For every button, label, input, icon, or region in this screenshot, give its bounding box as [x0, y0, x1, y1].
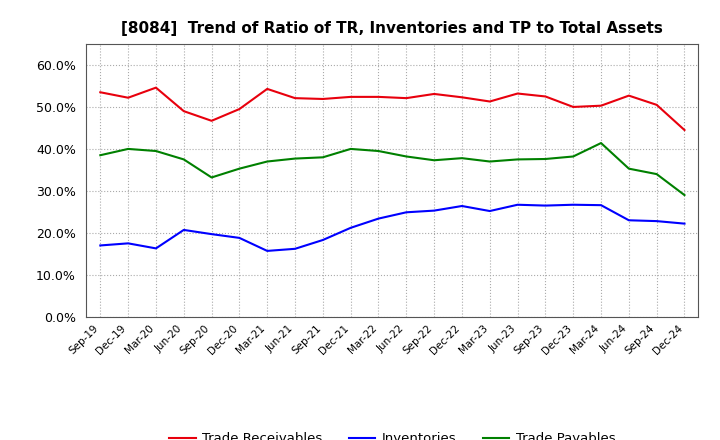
Trade Payables — [179, 157, 188, 162]
Trade Payables — [318, 155, 327, 160]
Inventories — [485, 209, 494, 214]
Trade Receivables — [179, 109, 188, 114]
Trade Receivables — [541, 94, 550, 99]
Trade Receivables — [124, 95, 132, 100]
Trade Payables — [430, 158, 438, 163]
Legend: Trade Receivables, Inventories, Trade Payables: Trade Receivables, Inventories, Trade Pa… — [164, 427, 621, 440]
Trade Payables — [513, 157, 522, 162]
Line: Inventories: Inventories — [100, 205, 685, 251]
Trade Payables — [235, 166, 243, 171]
Inventories — [624, 218, 633, 223]
Trade Payables — [624, 166, 633, 171]
Trade Receivables — [291, 95, 300, 101]
Trade Payables — [96, 153, 104, 158]
Trade Receivables — [263, 86, 271, 92]
Trade Payables — [541, 156, 550, 161]
Trade Payables — [207, 175, 216, 180]
Inventories — [291, 246, 300, 251]
Trade Receivables — [680, 128, 689, 133]
Trade Receivables — [152, 85, 161, 90]
Trade Payables — [458, 155, 467, 161]
Inventories — [402, 209, 410, 215]
Inventories — [263, 248, 271, 253]
Trade Receivables — [96, 90, 104, 95]
Trade Receivables — [513, 91, 522, 96]
Trade Receivables — [374, 94, 383, 99]
Trade Payables — [291, 156, 300, 161]
Trade Receivables — [597, 103, 606, 108]
Inventories — [96, 243, 104, 248]
Inventories — [430, 208, 438, 213]
Trade Payables — [124, 146, 132, 151]
Inventories — [207, 231, 216, 237]
Trade Payables — [597, 140, 606, 146]
Trade Receivables — [569, 104, 577, 110]
Trade Payables — [485, 159, 494, 164]
Inventories — [597, 202, 606, 208]
Inventories — [541, 203, 550, 208]
Inventories — [179, 227, 188, 233]
Trade Receivables — [485, 99, 494, 104]
Inventories — [124, 241, 132, 246]
Trade Receivables — [318, 96, 327, 102]
Inventories — [652, 219, 661, 224]
Inventories — [318, 237, 327, 242]
Line: Trade Receivables: Trade Receivables — [100, 88, 685, 130]
Line: Trade Payables: Trade Payables — [100, 143, 685, 195]
Trade Payables — [346, 146, 355, 151]
Trade Receivables — [207, 118, 216, 124]
Inventories — [346, 225, 355, 231]
Inventories — [513, 202, 522, 207]
Trade Receivables — [430, 92, 438, 97]
Trade Receivables — [235, 106, 243, 112]
Title: [8084]  Trend of Ratio of TR, Inventories and TP to Total Assets: [8084] Trend of Ratio of TR, Inventories… — [122, 21, 663, 36]
Inventories — [152, 246, 161, 251]
Trade Payables — [402, 154, 410, 159]
Trade Receivables — [458, 95, 467, 100]
Trade Receivables — [624, 93, 633, 98]
Inventories — [374, 216, 383, 221]
Inventories — [235, 235, 243, 241]
Trade Payables — [569, 154, 577, 159]
Trade Payables — [680, 192, 689, 198]
Trade Receivables — [402, 95, 410, 101]
Trade Receivables — [346, 94, 355, 99]
Trade Payables — [152, 148, 161, 154]
Inventories — [680, 221, 689, 226]
Trade Payables — [652, 172, 661, 177]
Trade Payables — [374, 148, 383, 154]
Inventories — [569, 202, 577, 207]
Trade Payables — [263, 159, 271, 164]
Inventories — [458, 203, 467, 209]
Trade Receivables — [652, 102, 661, 107]
